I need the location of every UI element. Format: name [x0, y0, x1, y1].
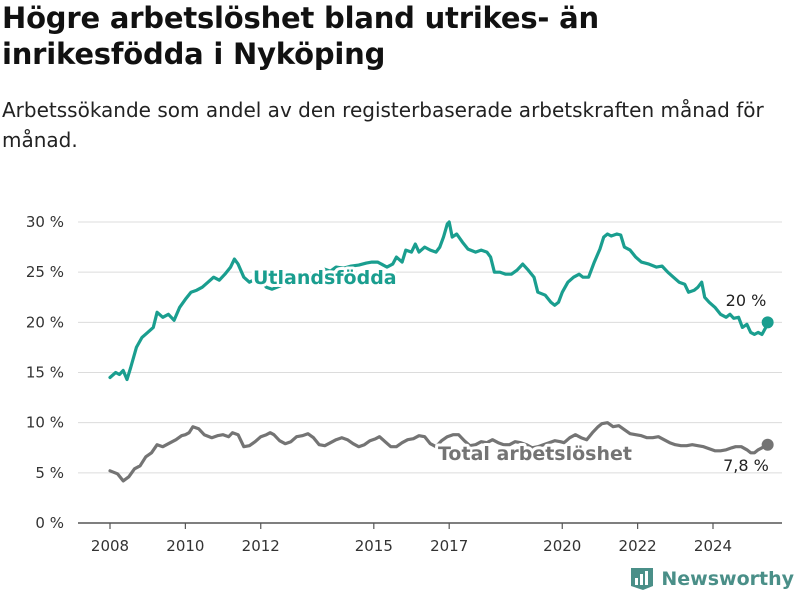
series-label-utlandsfodda: Utlandsfödda: [253, 267, 397, 289]
series-label-total: Total arbetslöshet: [438, 443, 632, 465]
brand-name: Newsworthy: [661, 568, 794, 590]
x-tick-label: 2022: [619, 537, 657, 555]
chart-subtitle: Arbetssökande som andel av den registerb…: [2, 98, 764, 152]
x-tick-label: 2015: [355, 537, 393, 555]
x-tick-label: 2020: [543, 537, 581, 555]
brand-logo: Newsworthy: [629, 566, 794, 592]
x-tick-label: 2017: [430, 537, 468, 555]
end-value-label-total: 7,8 %: [723, 456, 769, 475]
y-tick-label: 10 %: [26, 414, 64, 432]
series-line-total: [108, 421, 770, 483]
end-point-utlandsfodda: [761, 316, 774, 329]
end-point-total: [761, 438, 774, 451]
series-line-utlandsfodda: [108, 220, 770, 382]
chart-title: Högre arbetslöshet bland utrikes- än inr…: [2, 1, 599, 71]
x-tick-label: 2012: [242, 537, 280, 555]
y-tick-label: 0 %: [35, 514, 64, 532]
end-value-label-utlandsfodda: 20 %: [726, 291, 767, 310]
x-tick-label: 2024: [694, 537, 732, 555]
y-tick-label: 25 %: [26, 263, 64, 281]
y-tick-label: 20 %: [26, 313, 64, 331]
x-tick-label: 2010: [166, 537, 204, 555]
x-tick-label: 2008: [91, 537, 129, 555]
newsworthy-logo-icon: [631, 568, 654, 590]
y-tick-label: 30 %: [26, 213, 64, 231]
y-tick-label: 15 %: [26, 364, 64, 382]
y-tick-label: 5 %: [35, 464, 64, 482]
